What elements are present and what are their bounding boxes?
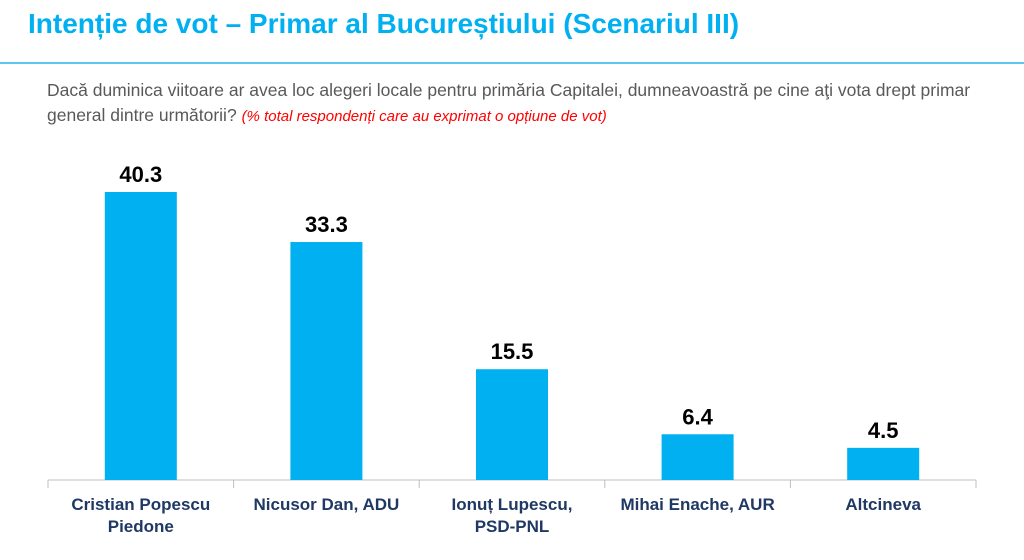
- value-label: 33.3: [305, 212, 348, 237]
- category-label: Altcineva: [845, 495, 921, 514]
- bar: [476, 369, 548, 480]
- bar: [661, 434, 734, 480]
- value-label: 6.4: [682, 404, 713, 429]
- bar: [290, 242, 363, 480]
- category-label: Ionuț Lupescu, PSD-PNL: [452, 495, 573, 536]
- bar: [847, 447, 920, 480]
- value-label: 40.3: [119, 162, 162, 187]
- bar: [104, 192, 177, 480]
- category-label: Nicusor Dan, ADU: [254, 495, 400, 514]
- value-label: 4.5: [868, 418, 899, 443]
- chart-title: Intenție de vot – Primar al Bucureștiulu…: [28, 8, 740, 39]
- category-label: Mihai Enache, AUR: [620, 495, 774, 514]
- chart-subtitle: Dacă duminica viitoare ar avea loc alege…: [47, 78, 1007, 129]
- category-label: Cristian Popescu Piedone: [71, 495, 210, 536]
- respondents-note: (% total respondenți care au exprimat o …: [241, 108, 607, 125]
- title-divider: [0, 62, 1024, 64]
- question-text: Dacă duminica viitoare ar avea loc alege…: [47, 80, 971, 125]
- value-label: 15.5: [491, 339, 534, 364]
